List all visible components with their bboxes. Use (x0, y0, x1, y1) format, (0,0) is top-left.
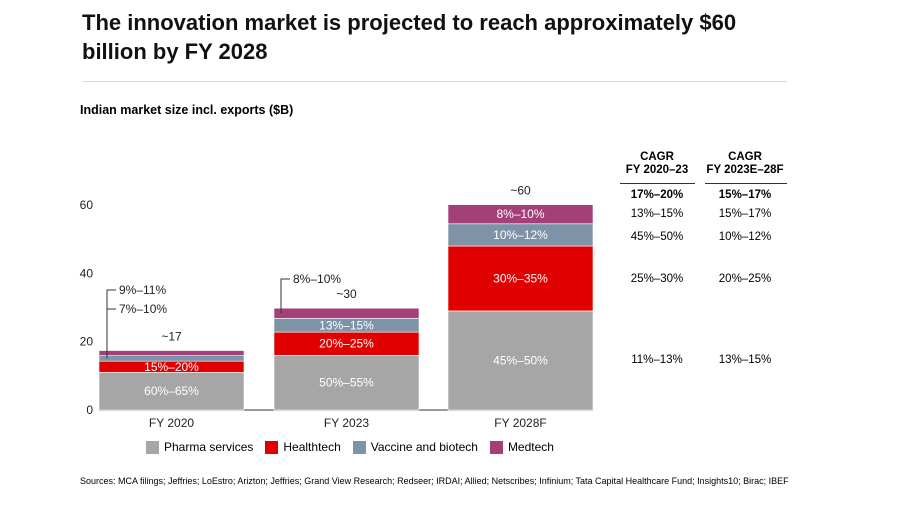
bar-medtech-0 (98, 350, 245, 356)
legend-item-healthtech: Healthtech (265, 440, 341, 454)
segment-label-vaccine-1: 13%–15% (319, 318, 374, 332)
segment-label-pharma-0: 60%–65% (144, 384, 199, 398)
legend-swatch-medtech (489, 440, 503, 454)
cagr-header-col1-line2: FY 2020–23 (625, 164, 689, 176)
callout-leader-1 (106, 308, 116, 359)
cagr-header-col1: CAGR FY 2020–23 (612, 151, 702, 177)
cagr-total-col1: 17%–20% (630, 189, 684, 201)
bar-total-label-2: ~60 (510, 184, 531, 198)
legend-swatch-healthtech (265, 440, 279, 454)
cagr-pharma-col1: 11%–13% (631, 354, 683, 366)
callout-leader-0 (106, 289, 116, 354)
legend-item-pharma: Pharma services (146, 440, 253, 454)
cagr-total-col2: 15%–17% (718, 189, 772, 201)
legend-item-medtech: Medtech (489, 440, 554, 454)
y-tick-label-60: 60 (80, 198, 94, 212)
x-tick-label-2: FY 2028F (494, 416, 546, 430)
cagr-header-col2-line2: FY 2023E–28F (706, 164, 784, 176)
cagr-medtech-col2: 15%–17% (718, 208, 772, 220)
bar-healthtech-2 (447, 245, 594, 312)
bar-medtech-2 (447, 204, 594, 225)
legend-item-vaccine: Vaccine and biotech (352, 440, 478, 454)
bar-pharma-0 (98, 372, 245, 411)
legend-label-medtech: Medtech (507, 440, 554, 454)
callout-label-0: 9%–11% (119, 283, 166, 297)
segment-label-vaccine-2: 10%–12% (493, 228, 548, 242)
title-divider (82, 81, 787, 82)
page-title: The innovation market is projected to re… (82, 10, 737, 64)
callout-label-1: 7%–10% (119, 302, 167, 316)
legend-label-pharma: Pharma services (164, 440, 254, 454)
cagr-header-col1-line1: CAGR (640, 151, 674, 163)
sources-note: Sources: MCA filings; Jeffries; LoEstro;… (80, 476, 789, 486)
legend-label-healthtech: Healthtech (283, 440, 341, 454)
cagr-vaccine-col2: 10%–12% (718, 231, 772, 243)
callout-leader-2 (280, 278, 290, 314)
bar-vaccine-0 (98, 355, 245, 362)
legend-swatch-vaccine (352, 440, 366, 454)
segment-label-medtech-2: 8%–10% (496, 207, 544, 221)
cagr-healthtech-col1: 25%–30% (630, 273, 684, 285)
callout-label-2: 8%–10% (293, 272, 341, 286)
y-tick-label-40: 40 (80, 266, 94, 280)
cagr-pharma-col2: 13%–15% (718, 354, 772, 366)
legend-label-vaccine: Vaccine and biotech (370, 440, 478, 454)
cagr-medtech-col1: 13%–15% (630, 208, 684, 220)
legend-swatch-pharma (146, 440, 159, 454)
chart-legend: Pharma services Healthtech Vaccine and b… (146, 440, 566, 454)
chart-subtitle: Indian market size incl. exports ($B) (80, 103, 294, 117)
cagr-header-underline-col2 (705, 183, 787, 184)
segment-label-pharma-2: 45%–50% (493, 353, 548, 367)
cagr-header-underline-col1 (620, 183, 695, 184)
segment-label-healthtech-1: 20%–25% (319, 337, 374, 351)
segment-label-healthtech-2: 30%–35% (493, 271, 548, 285)
segment-label-pharma-1: 50%–55% (319, 376, 374, 390)
y-tick-label-0: 0 (86, 403, 93, 417)
cagr-vaccine-col1: 45%–50% (630, 231, 684, 243)
x-tick-label-1: FY 2023 (324, 416, 369, 430)
bar-total-label-1: ~30 (336, 287, 357, 301)
bar-medtech-1 (273, 307, 420, 319)
bar-total-label-0: ~17 (161, 330, 182, 344)
y-tick-label-20: 20 (80, 335, 94, 349)
cagr-healthtech-col2: 20%–25% (718, 273, 772, 285)
x-tick-label-0: FY 2020 (149, 416, 194, 430)
cagr-header-col2-line1: CAGR (728, 151, 762, 163)
bar-pharma-1 (273, 355, 420, 411)
segment-label-healthtech-0: 15%–20% (144, 360, 199, 374)
cagr-header-col2: CAGR FY 2023E–28F (700, 151, 790, 177)
bar-pharma-2 (447, 310, 594, 411)
